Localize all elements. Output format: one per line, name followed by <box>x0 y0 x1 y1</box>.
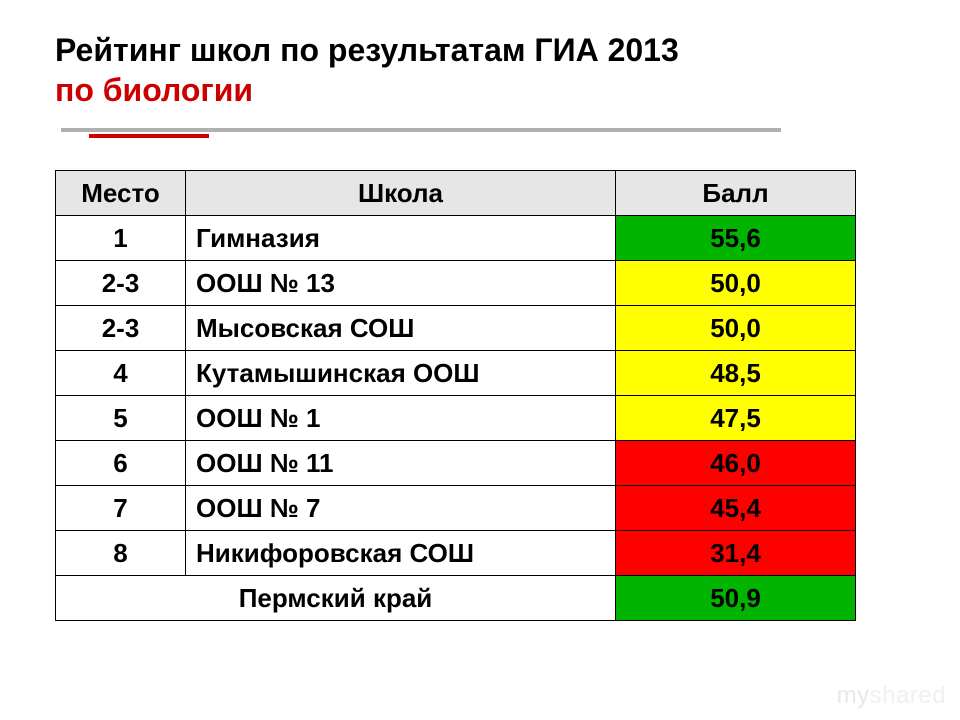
table-row: 1 Гимназия 55,6 <box>56 216 856 261</box>
cell-score: 31,4 <box>616 531 856 576</box>
table-body: 1 Гимназия 55,6 2-3 ООШ № 13 50,0 2-3 Мы… <box>56 216 856 621</box>
footer-score: 50,9 <box>616 576 856 621</box>
footer-label: Пермский край <box>56 576 616 621</box>
divider-red-bar <box>89 134 209 138</box>
cell-place: 8 <box>56 531 186 576</box>
table-row: 5 ООШ № 1 47,5 <box>56 396 856 441</box>
watermark-right: shared <box>870 682 946 709</box>
cell-school: ООШ № 13 <box>186 261 616 306</box>
cell-school: Никифоровская СОШ <box>186 531 616 576</box>
cell-score: 50,0 <box>616 261 856 306</box>
slide-title: Рейтинг школ по результатам ГИА 2013 по … <box>55 30 910 110</box>
cell-score: 46,0 <box>616 441 856 486</box>
table-row: 4 Кутамышинская ООШ 48,5 <box>56 351 856 396</box>
table-row: 6 ООШ № 11 46,0 <box>56 441 856 486</box>
table-header-row: Место Школа Балл <box>56 171 856 216</box>
cell-place: 6 <box>56 441 186 486</box>
table-row: 7 ООШ № 7 45,4 <box>56 486 856 531</box>
table-footer-row: Пермский край 50,9 <box>56 576 856 621</box>
cell-school: ООШ № 1 <box>186 396 616 441</box>
title-divider <box>61 128 781 132</box>
cell-score: 55,6 <box>616 216 856 261</box>
table-row: 8 Никифоровская СОШ 31,4 <box>56 531 856 576</box>
cell-school: ООШ № 11 <box>186 441 616 486</box>
col-header-school: Школа <box>186 171 616 216</box>
cell-school: Мысовская СОШ <box>186 306 616 351</box>
cell-school: Кутамышинская ООШ <box>186 351 616 396</box>
cell-place: 5 <box>56 396 186 441</box>
title-line-1: Рейтинг школ по результатам ГИА 2013 <box>55 32 679 68</box>
cell-school: Гимназия <box>186 216 616 261</box>
cell-score: 47,5 <box>616 396 856 441</box>
col-header-score: Балл <box>616 171 856 216</box>
ranking-table: Место Школа Балл 1 Гимназия 55,6 2-3 ООШ… <box>55 170 856 621</box>
watermark-left: my <box>837 682 870 709</box>
cell-score: 45,4 <box>616 486 856 531</box>
slide: Рейтинг школ по результатам ГИА 2013 по … <box>0 0 960 720</box>
table-row: 2-3 Мысовская СОШ 50,0 <box>56 306 856 351</box>
cell-score: 48,5 <box>616 351 856 396</box>
cell-place: 1 <box>56 216 186 261</box>
cell-place: 2-3 <box>56 306 186 351</box>
cell-place: 4 <box>56 351 186 396</box>
divider-grey-bar <box>61 128 781 132</box>
cell-score: 50,0 <box>616 306 856 351</box>
title-line-2: по биологии <box>55 72 253 108</box>
cell-place: 7 <box>56 486 186 531</box>
col-header-place: Место <box>56 171 186 216</box>
watermark: myshared <box>837 682 946 710</box>
cell-school: ООШ № 7 <box>186 486 616 531</box>
table-row: 2-3 ООШ № 13 50,0 <box>56 261 856 306</box>
cell-place: 2-3 <box>56 261 186 306</box>
